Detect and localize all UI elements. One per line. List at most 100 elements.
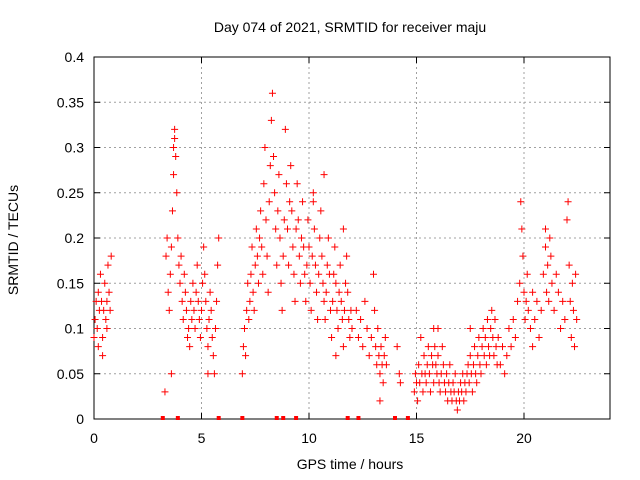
data-point <box>410 388 418 396</box>
data-point <box>561 315 569 323</box>
data-point <box>478 343 486 351</box>
baseline-marker <box>281 416 286 420</box>
data-point <box>428 352 436 360</box>
baseline-marker <box>160 416 165 420</box>
data-point <box>563 216 571 224</box>
data-point <box>328 334 336 342</box>
data-series <box>90 89 581 414</box>
data-point <box>357 315 365 323</box>
data-point <box>487 325 495 332</box>
data-point <box>173 189 181 197</box>
data-point <box>324 234 332 242</box>
data-point <box>499 343 506 351</box>
data-point <box>477 370 485 378</box>
y-axis-label: SRMTID / TECUs <box>5 185 21 295</box>
data-point <box>282 180 290 188</box>
data-point <box>371 306 379 314</box>
y-tick-label: 0 <box>76 411 84 427</box>
data-point <box>446 361 454 369</box>
data-point <box>200 243 208 251</box>
data-point <box>330 270 338 278</box>
data-point <box>374 325 382 332</box>
data-point <box>318 252 326 260</box>
y-tick-label: 0.2 <box>65 230 85 246</box>
data-point <box>479 325 487 332</box>
y-tick-label: 0.25 <box>57 185 84 201</box>
data-point <box>379 379 387 387</box>
data-point <box>176 279 184 287</box>
y-tick-label: 0.35 <box>57 94 84 110</box>
data-point <box>266 162 274 170</box>
data-point <box>267 116 275 124</box>
data-point <box>568 279 576 287</box>
data-point <box>483 315 491 323</box>
data-point <box>431 343 439 351</box>
data-point <box>319 279 327 287</box>
data-point <box>395 370 403 378</box>
data-point <box>165 306 173 314</box>
grid <box>94 57 610 419</box>
data-point <box>434 352 442 360</box>
data-point <box>293 180 301 188</box>
data-point <box>174 234 182 242</box>
data-point <box>327 306 334 314</box>
data-point <box>163 234 171 242</box>
data-point <box>96 270 104 278</box>
data-point <box>294 216 302 224</box>
data-point <box>522 297 530 305</box>
data-point <box>544 261 552 269</box>
data-point <box>332 279 340 287</box>
data-point <box>288 207 296 215</box>
data-point <box>170 171 178 179</box>
data-point <box>252 225 260 233</box>
data-point <box>524 306 532 314</box>
data-point <box>346 334 354 342</box>
data-point <box>262 216 270 224</box>
data-point <box>475 334 483 342</box>
data-point <box>93 325 101 332</box>
data-point <box>257 207 265 215</box>
data-point <box>462 388 470 396</box>
data-point <box>336 261 344 269</box>
data-point <box>207 306 215 314</box>
data-point <box>215 234 223 242</box>
data-point <box>465 379 473 387</box>
data-point <box>425 370 433 378</box>
data-point <box>299 198 307 206</box>
data-point <box>206 288 214 296</box>
data-point <box>242 352 250 360</box>
data-point <box>167 370 175 378</box>
data-point <box>245 315 253 323</box>
data-point <box>315 270 323 278</box>
data-point <box>178 297 186 305</box>
data-point <box>473 379 481 387</box>
data-point <box>310 225 318 233</box>
data-point <box>204 343 212 351</box>
data-point <box>101 279 109 287</box>
data-point <box>352 306 360 314</box>
data-point <box>481 334 489 342</box>
data-point <box>449 379 457 387</box>
data-point <box>415 361 423 369</box>
data-point <box>422 379 430 387</box>
data-point <box>526 325 534 332</box>
data-point <box>170 144 178 151</box>
data-point <box>308 252 316 260</box>
data-point <box>365 352 373 360</box>
data-point <box>471 343 479 351</box>
data-point <box>306 279 314 287</box>
data-point <box>382 361 390 369</box>
data-point <box>505 325 513 332</box>
data-point <box>542 225 549 233</box>
data-point <box>573 315 581 323</box>
data-point <box>302 297 310 305</box>
data-point <box>507 343 515 351</box>
x-tick-label: 20 <box>516 430 532 446</box>
data-point <box>208 334 216 342</box>
baseline-marker <box>405 416 410 420</box>
data-point <box>190 306 198 314</box>
data-point <box>199 279 207 287</box>
data-point <box>529 343 537 351</box>
data-point <box>171 134 179 142</box>
data-point <box>438 343 446 351</box>
